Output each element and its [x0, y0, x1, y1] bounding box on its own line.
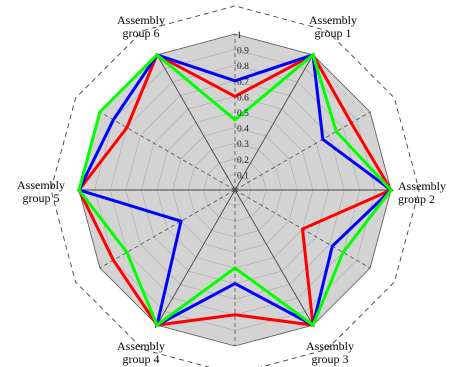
radial-tick-label: 0.1 [237, 171, 249, 181]
radar-spokes [79, 34, 391, 346]
axis-spoke [234, 54, 314, 191]
axis-label-group-4: Assembly [117, 339, 165, 353]
radial-tick-label: 0.3 [237, 140, 249, 150]
radial-tick-labels: 0.1 0.2 0.3 0.4 0.5 0.6 0.7 0.8 0.9 1 [237, 31, 249, 181]
axis-label-group-1: group 1 [315, 26, 352, 40]
axis-label-group-5: Assembly [17, 178, 65, 192]
intermediate-spoke [234, 111, 371, 191]
radial-tick-label: 0.6 [237, 93, 249, 103]
axis-label-group-1: Assembly [309, 13, 357, 27]
radar-series-layer [76, 52, 394, 328]
axis-label-group-5: group 5 [23, 191, 60, 205]
axis-spoke [156, 189, 236, 326]
axis-label-group-6: Assembly [117, 13, 165, 27]
outer-dashed-outline [50, 5, 420, 367]
axis-label-group-4: group 4 [123, 352, 160, 366]
axis-spoke [234, 189, 314, 326]
axis-label-group-2: group 2 [398, 192, 435, 206]
radial-tick-label: 0.9 [237, 47, 249, 57]
series-line-3 [77, 52, 393, 328]
radial-tick-label: 0.5 [237, 109, 249, 119]
axis-label-group-2: Assembly [398, 179, 446, 193]
radial-tick-label: 0.2 [237, 156, 249, 166]
radial-tick-label: 0.8 [237, 62, 249, 72]
radial-tick-label: 1 [237, 31, 242, 41]
intermediate-spoke [99, 111, 236, 191]
axis-label-group-3: group 3 [312, 352, 349, 366]
intermediate-spoke [99, 189, 236, 269]
radar-outer-outline [50, 5, 420, 367]
axis-label-group-6: group 6 [123, 26, 160, 40]
radial-tick-label: 0.7 [237, 78, 249, 88]
radial-tick-label: 0.4 [237, 125, 249, 135]
axis-spoke [156, 54, 236, 191]
axis-label-group-3: Assembly [306, 339, 354, 353]
